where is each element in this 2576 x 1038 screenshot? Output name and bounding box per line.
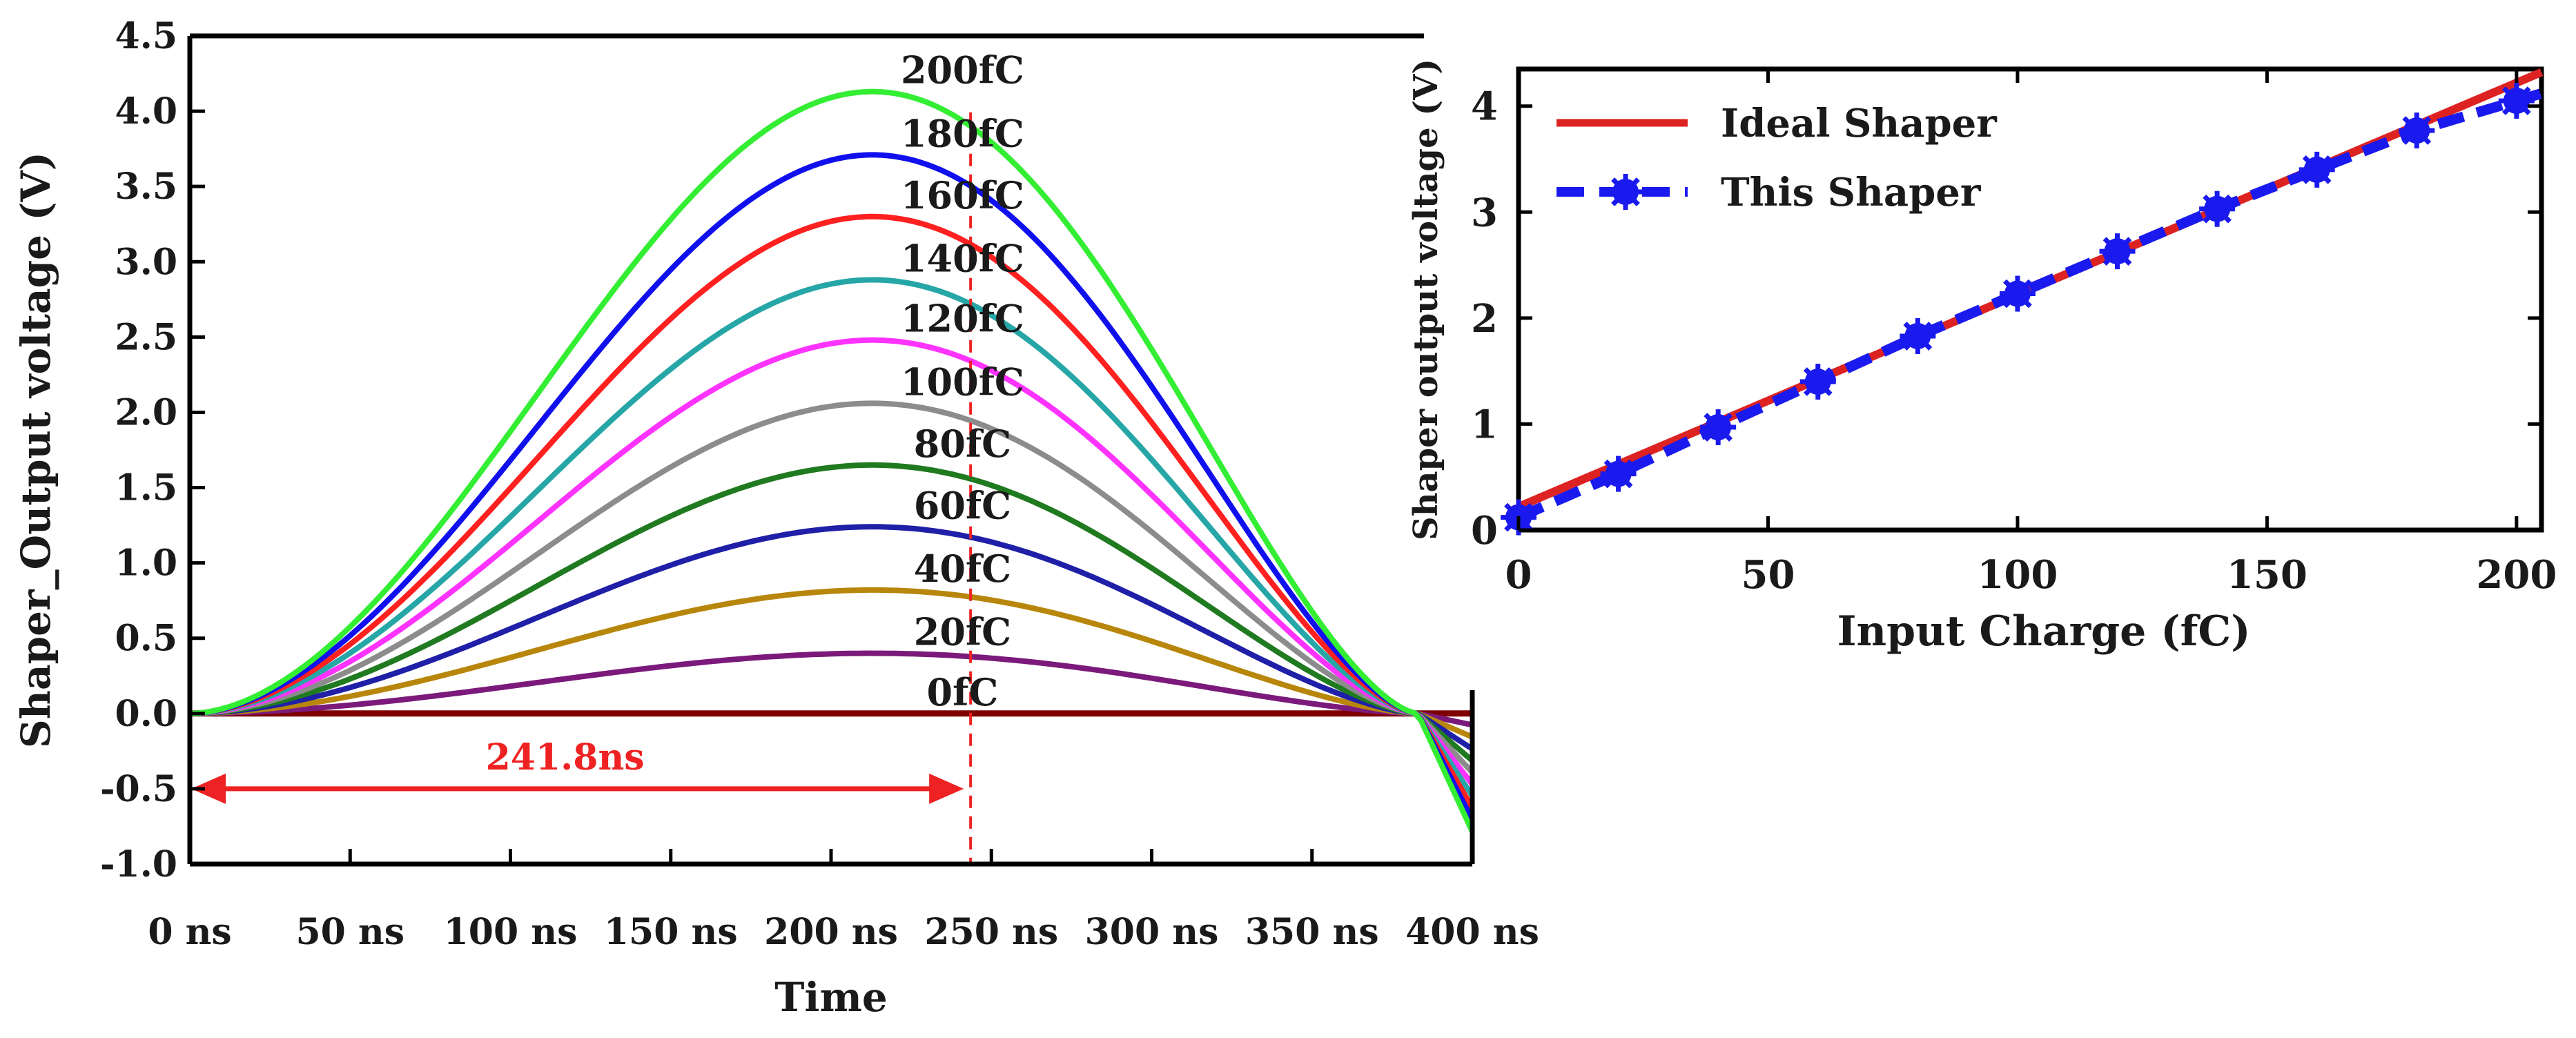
right-y-tick-label: 0 xyxy=(1471,508,1498,554)
right-x-axis-title: Input Charge (fC) xyxy=(1837,607,2250,656)
left-x-tick-label: 250 ns xyxy=(924,911,1058,953)
data-point-this-shaper xyxy=(2299,151,2335,188)
series-line-120fC xyxy=(189,337,1475,787)
data-point-this-shaper xyxy=(1999,275,2036,312)
series-line-140fC xyxy=(189,277,1475,798)
data-point-this-shaper xyxy=(2399,112,2435,149)
series-line-200fC xyxy=(189,88,1475,833)
series-line-20fC xyxy=(190,650,1473,728)
series-label-140fC: 140fC xyxy=(901,236,1024,280)
series-label-0fC: 0fC xyxy=(927,670,999,714)
left-x-tick-label: 0 ns xyxy=(148,911,231,953)
peaking-time-annotation: 241.8ns xyxy=(191,112,973,864)
left-y-tick-label: 4.5 xyxy=(115,15,177,57)
left-x-tick-label: 150 ns xyxy=(604,911,738,953)
data-point-this-shaper xyxy=(1900,317,1936,354)
right-x-tick-label: 150 xyxy=(2227,552,2307,598)
left-x-tick-label: 50 ns xyxy=(295,911,404,953)
series-line-40fC xyxy=(189,587,1474,740)
left-series-group xyxy=(189,88,1475,833)
series-line-100fC xyxy=(189,400,1474,774)
data-point-this-shaper xyxy=(2498,83,2535,119)
legend-marker-this xyxy=(1608,174,1643,210)
right-series-group xyxy=(1501,68,2544,536)
left-x-tick-label: 300 ns xyxy=(1085,911,1219,953)
series-line-this-shaper xyxy=(1516,88,2544,522)
data-point-this-shaper xyxy=(1600,456,1637,492)
arrow-head-left xyxy=(191,773,226,804)
left-y-tick-label: 3.0 xyxy=(115,241,177,283)
right-chart: 0 1 2 3 4 0 50 100 150 200 Input Charge (fC) Sha… xyxy=(1407,59,2557,656)
series-label-100fC: 100fC xyxy=(901,360,1024,404)
series-line-60fC xyxy=(189,524,1474,752)
arrow-head-right xyxy=(929,773,964,804)
data-point-this-shaper xyxy=(1700,409,1737,446)
right-y-tick-label: 4 xyxy=(1471,84,1498,130)
right-y-ticks: 0 1 2 3 4 xyxy=(1471,84,2541,554)
data-point-this-shaper xyxy=(1799,364,1836,400)
right-y-tick-label: 3 xyxy=(1471,190,1498,235)
legend-label-this: This Shaper xyxy=(1721,170,1982,215)
right-y-tick-label: 1 xyxy=(1471,402,1498,447)
left-y-tick-label: 0.5 xyxy=(115,618,177,660)
series-line-160fC xyxy=(189,213,1475,810)
left-x-tick-label: 100 ns xyxy=(444,911,578,953)
right-x-tick-label: 100 xyxy=(1977,552,2058,598)
left-x-ticks: 0 ns 50 ns 100 ns 150 ns 200 ns 250 ns 300 ns 3… xyxy=(148,849,1539,953)
left-y-tick-label: 0.0 xyxy=(115,693,177,735)
series-line-180fC xyxy=(189,152,1475,821)
right-plot-frame xyxy=(1516,66,2544,533)
left-chart: 241.8ns 0fC20fC40fC60fC80fC100fC120fC140… xyxy=(12,15,1539,1021)
left-y-tick-label: 4.0 xyxy=(115,90,177,133)
peak-time-label: 241.8ns xyxy=(486,736,645,778)
right-x-tick-label: 0 xyxy=(1505,552,1532,598)
data-point-this-shaper xyxy=(2199,190,2236,227)
legend-marker-shape xyxy=(1608,174,1643,210)
series-label-80fC: 80fC xyxy=(914,422,1011,466)
series-line-80fC xyxy=(189,462,1474,763)
series-label-20fC: 20fC xyxy=(914,610,1011,654)
left-y-tick-label: 3.5 xyxy=(115,166,177,208)
left-y-tick-label: 1.5 xyxy=(115,467,177,509)
left-y-tick-label: 1.0 xyxy=(115,542,177,585)
left-x-axis-title: Time xyxy=(774,974,887,1021)
right-x-tick-label: 200 xyxy=(2476,552,2557,598)
right-y-tick-label: 2 xyxy=(1471,296,1498,342)
left-series-labels: 0fC 20fC 40fC 60fC 80fC 100fC 120fC 140fC 160fC 1… xyxy=(901,48,1024,714)
series-label-60fC: 60fC xyxy=(914,483,1011,527)
left-x-tick-label: 200 ns xyxy=(764,911,898,953)
right-legend: Ideal Shaper This Shaper xyxy=(1557,101,1998,215)
left-y-axis-title: Shaper_Output voltage (V) xyxy=(12,152,59,748)
series-label-160fC: 160fC xyxy=(901,173,1024,217)
right-x-ticks: 0 50 100 150 200 xyxy=(1505,69,2557,598)
series-label-120fC: 120fC xyxy=(901,297,1024,341)
series-label-200fC: 200fC xyxy=(901,48,1024,92)
left-y-ticks: -1.0 -0.5 0.0 0.5 1.0 1.5 2.0 2.5 3.0 3.5 4.0 4.5 xyxy=(100,15,205,885)
right-x-tick-label: 50 xyxy=(1741,552,1795,598)
data-point-this-shaper xyxy=(2099,233,2136,270)
left-x-tick-label: 350 ns xyxy=(1245,911,1379,953)
series-label-180fC: 180fC xyxy=(901,111,1024,155)
legend-label-ideal: Ideal Shaper xyxy=(1721,101,1998,146)
left-y-tick-label: -0.5 xyxy=(100,768,177,810)
left-y-tick-label: 2.5 xyxy=(115,316,177,358)
right-y-axis-title: Shaper output voltage (V) xyxy=(1407,59,1445,540)
left-y-tick-label: 2.0 xyxy=(115,391,177,433)
series-label-40fC: 40fC xyxy=(914,547,1011,591)
left-y-tick-label: -1.0 xyxy=(100,843,177,885)
left-x-tick-label: 400 ns xyxy=(1405,911,1539,953)
